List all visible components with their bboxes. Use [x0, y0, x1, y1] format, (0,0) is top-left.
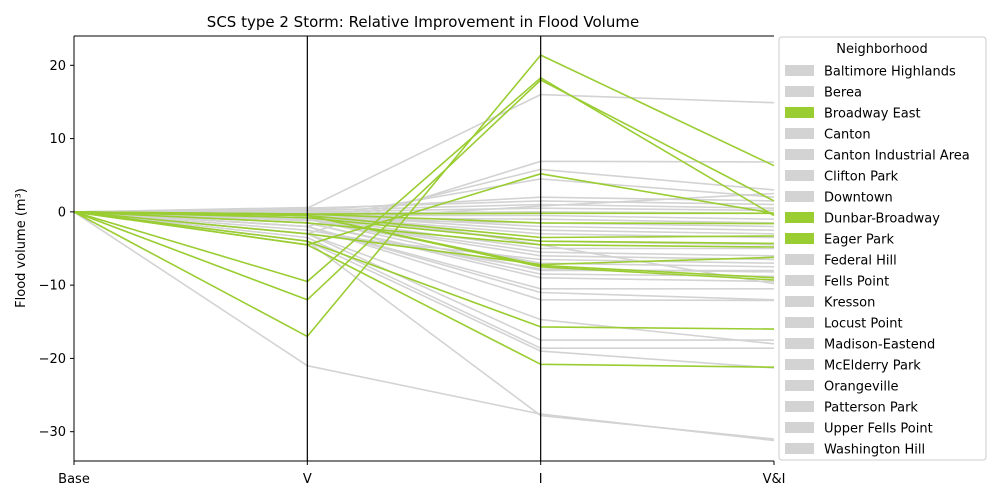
- legend-swatch: [785, 443, 814, 454]
- legend-entry-label: Fells Point: [824, 275, 889, 290]
- series-line-highlight: [73, 211, 775, 368]
- legend-entry-label: Locust Point: [824, 317, 903, 332]
- legend-swatch: [785, 86, 814, 97]
- legend-entry-label: Washington Hill: [824, 443, 925, 458]
- y-tick-label: −10: [39, 279, 66, 294]
- series-line-highlight: [73, 211, 775, 266]
- series-line-highlight: [73, 54, 775, 338]
- legend-title: Neighborhood: [836, 42, 928, 57]
- legend-swatch: [785, 401, 814, 412]
- legend-swatch: [785, 107, 814, 118]
- series-line-highlight: [73, 77, 775, 283]
- legend-entry-label: Patterson Park: [824, 401, 918, 416]
- x-tick-label: V&I: [763, 472, 786, 487]
- legend-swatch: [785, 275, 814, 286]
- legend-entry-label: Baltimore Highlands: [824, 65, 956, 80]
- y-tick-label: 0: [58, 205, 66, 220]
- legend-frame: [778, 36, 987, 461]
- legend-entry-label: Dunbar-Broadway: [824, 212, 940, 227]
- y-axis-label: Flood volume (m³): [14, 188, 29, 308]
- y-ticks: 20 10 0 −10 −20 −30: [39, 59, 74, 440]
- y-tick-label: −30: [39, 425, 66, 440]
- series-line-other: [73, 211, 774, 350]
- x-tick-label: V: [303, 472, 312, 487]
- legend-entry-label: Canton Industrial Area: [824, 149, 970, 164]
- legend-swatch: [785, 338, 814, 349]
- axes: [73, 35, 774, 462]
- legend-swatch: [785, 65, 814, 76]
- series-line-highlight: [73, 211, 774, 215]
- legend-entry-label: Madison-Eastend: [824, 338, 935, 353]
- legend-entry-label: Clifton Park: [824, 170, 899, 185]
- series-line-highlight: [73, 211, 775, 245]
- legend-swatch: [785, 296, 814, 307]
- legend-entry-label: Federal Hill: [824, 254, 897, 269]
- legend-swatch: [785, 317, 814, 328]
- legend-swatch: [785, 254, 814, 265]
- legend-swatch: [785, 128, 814, 139]
- series-line-highlight: [73, 211, 775, 330]
- legend-swatch: [785, 422, 814, 433]
- legend-entries: Baltimore Highlands Berea Broadway East Can…: [785, 65, 970, 458]
- y-tick-label: 10: [49, 132, 66, 147]
- legend-entry-label: Kresson: [824, 296, 875, 311]
- y-tick-label: 20: [49, 59, 66, 74]
- legend-entry-label: Orangeville: [824, 380, 899, 395]
- chart-title: SCS type 2 Storm: Relative Improvement i…: [207, 13, 639, 31]
- legend-swatch: [785, 233, 814, 244]
- y-tick-label: −20: [39, 352, 66, 367]
- legend-entry-label: Canton: [824, 128, 871, 143]
- x-tick-label: Base: [58, 472, 90, 487]
- legend-entry-label: Eager Park: [824, 233, 894, 248]
- series-line-highlight: [73, 79, 775, 301]
- x-tick-labels: Base V I V&I: [58, 461, 785, 487]
- legend-swatch: [785, 191, 814, 202]
- series-line-other: [73, 211, 774, 290]
- legend-entry-label: Broadway East: [824, 107, 921, 122]
- legend-entry-label: Downtown: [824, 191, 893, 206]
- legend-entry-label: McElderry Park: [824, 359, 921, 374]
- legend-swatch: [785, 212, 814, 223]
- legend-swatch: [785, 359, 814, 370]
- legend: Neighborhood Baltimore Highlands Berea Bro…: [778, 36, 987, 461]
- legend-entry-label: Upper Fells Point: [824, 422, 933, 437]
- legend-swatch: [785, 149, 814, 160]
- x-tick-label: I: [539, 472, 543, 487]
- legend-entry-label: Berea: [824, 86, 862, 101]
- series-lines: [73, 54, 775, 442]
- legend-swatch: [785, 170, 814, 181]
- legend-swatch: [785, 380, 814, 391]
- series-line-highlight: [73, 211, 775, 248]
